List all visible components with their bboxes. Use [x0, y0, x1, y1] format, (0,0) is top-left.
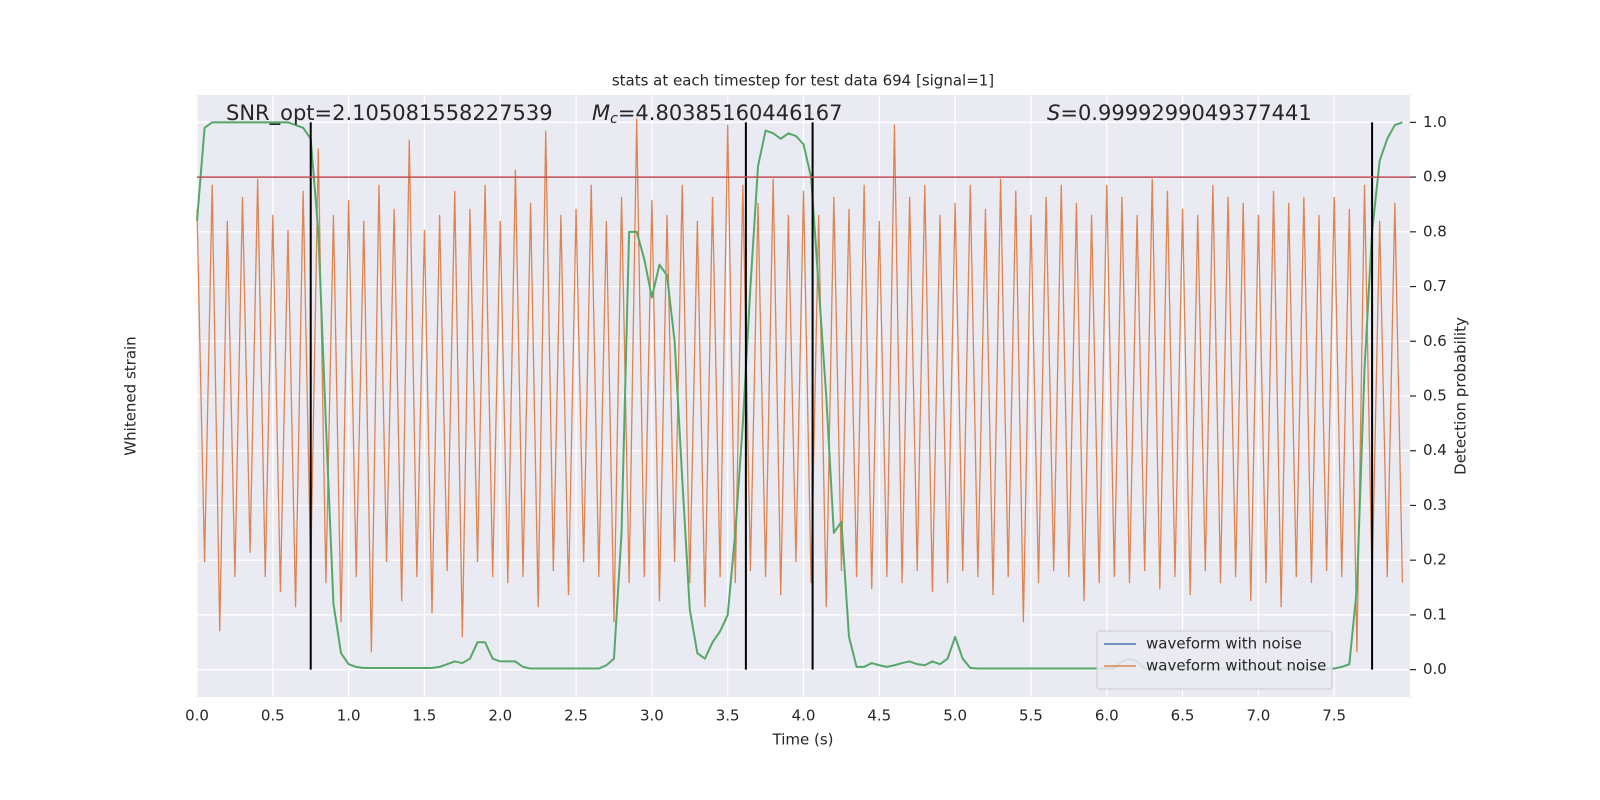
- legend-label: waveform without noise: [1146, 657, 1326, 675]
- y2-tick-label: 0.8: [1423, 222, 1447, 240]
- annotation-symbol: S: [1047, 101, 1060, 125]
- x-tick-label: 1.5: [413, 707, 437, 725]
- x-tick-label: 1.0: [337, 707, 361, 725]
- x-tick-label: 3.0: [640, 707, 664, 725]
- annotation: SNR_opt=2.105081558227539: [226, 101, 553, 126]
- annotation-text: =0.9999299049377441: [1060, 101, 1311, 125]
- series-line: [196, 118, 1404, 653]
- y2-tick-label: 0.5: [1423, 387, 1447, 405]
- legend-box: [1096, 630, 1333, 690]
- y2-tick-label: 0.0: [1423, 660, 1447, 678]
- x-tick-label: 4.5: [867, 707, 891, 725]
- x-tick-label: 7.0: [1246, 707, 1270, 725]
- y2-axis-label: Detection probability: [1452, 317, 1470, 475]
- x-tick-label: 6.5: [1171, 707, 1195, 725]
- y2-tick-label: 0.1: [1423, 605, 1447, 623]
- x-tick-label: 0.0: [185, 707, 209, 725]
- annotation-text: SNR_opt=2.105081558227539: [226, 101, 553, 126]
- y2-tick-label: 0.4: [1423, 441, 1447, 459]
- y2-tick-label: 0.3: [1423, 496, 1447, 514]
- x-tick-label: 6.0: [1095, 707, 1119, 725]
- annotation-subscript: c: [610, 111, 618, 127]
- annotation: Mc=4.80385160446167: [592, 101, 843, 127]
- x-tick-label: 2.0: [488, 707, 512, 725]
- x-tick-label: 5.0: [943, 707, 967, 725]
- annotation: S=0.9999299049377441: [1047, 101, 1312, 125]
- y2-tick-label: 0.6: [1423, 332, 1447, 350]
- legend-label: waveform with noise: [1146, 635, 1302, 653]
- y-axis-label: Whitened strain: [122, 336, 140, 455]
- y2-tick-label: 0.2: [1423, 551, 1447, 569]
- y2-tick-label: 0.9: [1423, 168, 1447, 186]
- annotation-symbol: M: [592, 101, 610, 125]
- y2-tick-label: 0.7: [1423, 277, 1447, 295]
- x-tick-label: 4.0: [792, 707, 816, 725]
- chart-title: stats at each timestep for test data 694…: [612, 72, 994, 90]
- x-tick-label: 2.5: [564, 707, 588, 725]
- x-tick-label: 5.5: [1019, 707, 1043, 725]
- x-axis-label: Time (s): [772, 731, 834, 749]
- x-tick-label: 7.5: [1322, 707, 1346, 725]
- y2-tick-label: 1.0: [1423, 113, 1447, 131]
- annotation-text: =4.80385160446167: [618, 101, 843, 125]
- x-tick-label: 3.5: [716, 707, 740, 725]
- x-tick-label: 0.5: [261, 707, 285, 725]
